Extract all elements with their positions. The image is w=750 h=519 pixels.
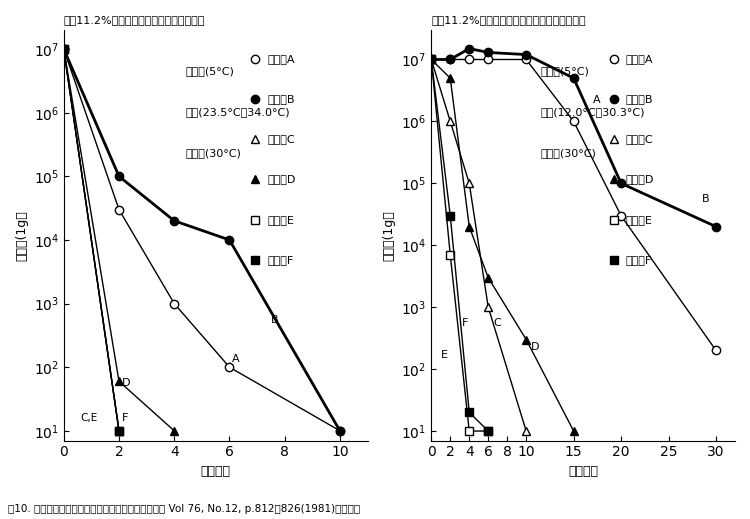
- Text: 密封　E: 密封 E: [626, 215, 652, 225]
- Text: F: F: [462, 318, 468, 328]
- Text: F: F: [122, 414, 128, 424]
- Text: ふ卵器(30°C): ふ卵器(30°C): [185, 148, 242, 158]
- Text: A: A: [232, 354, 240, 364]
- Text: 密封　A: 密封 A: [626, 53, 653, 64]
- Text: 冷暗所(5°C): 冷暗所(5°C): [185, 66, 234, 76]
- Text: 冷暗所(5°C): 冷暗所(5°C): [541, 66, 590, 76]
- Text: 開放　D: 開放 D: [626, 174, 654, 184]
- Text: C,E: C,E: [80, 414, 98, 424]
- Text: 密封　C: 密封 C: [267, 134, 295, 144]
- Text: B: B: [702, 194, 709, 204]
- Text: 図10. 味噌中の微生物の推移　出典：日本醸造協会誌 Vol 76, No.12, p.812～826(1981)　窪田ら: 図10. 味噌中の微生物の推移 出典：日本醸造協会誌 Vol 76, No.12…: [8, 504, 360, 514]
- Text: 食塩11.2%味噌に混入された大腸菌の推移: 食塩11.2%味噌に混入された大腸菌の推移: [64, 15, 206, 25]
- Text: 密封　E: 密封 E: [267, 215, 294, 225]
- Text: E: E: [441, 350, 448, 360]
- X-axis label: 経過日数: 経過日数: [568, 465, 598, 478]
- Text: 密封　C: 密封 C: [626, 134, 653, 144]
- X-axis label: 経過日数: 経過日数: [201, 465, 231, 478]
- Text: 食塩11.2%味噌に混入されたブドウ球菌の推移: 食塩11.2%味噌に混入されたブドウ球菌の推移: [431, 15, 586, 25]
- Text: 密封　A: 密封 A: [267, 53, 295, 64]
- Text: 開放　D: 開放 D: [267, 174, 296, 184]
- Text: D: D: [122, 378, 130, 388]
- Text: ふ卵器(30°C): ふ卵器(30°C): [541, 148, 596, 158]
- Text: 開放　F: 開放 F: [267, 255, 293, 265]
- Y-axis label: 生菌数(1g中: 生菌数(1g中: [15, 210, 28, 261]
- Text: C: C: [493, 318, 501, 328]
- Text: B: B: [271, 315, 278, 325]
- Text: D: D: [531, 343, 539, 352]
- Text: 開放　B: 開放 B: [626, 94, 653, 104]
- Text: 開放　F: 開放 F: [626, 255, 652, 265]
- Text: 開放　B: 開放 B: [267, 94, 295, 104]
- Y-axis label: 生菌数(1g中: 生菌数(1g中: [382, 210, 395, 261]
- Text: 室内(23.5°C～34.0°C): 室内(23.5°C～34.0°C): [185, 107, 290, 117]
- Text: A: A: [592, 95, 600, 105]
- Text: 室内(12.0°C～30.3°C): 室内(12.0°C～30.3°C): [541, 107, 645, 117]
